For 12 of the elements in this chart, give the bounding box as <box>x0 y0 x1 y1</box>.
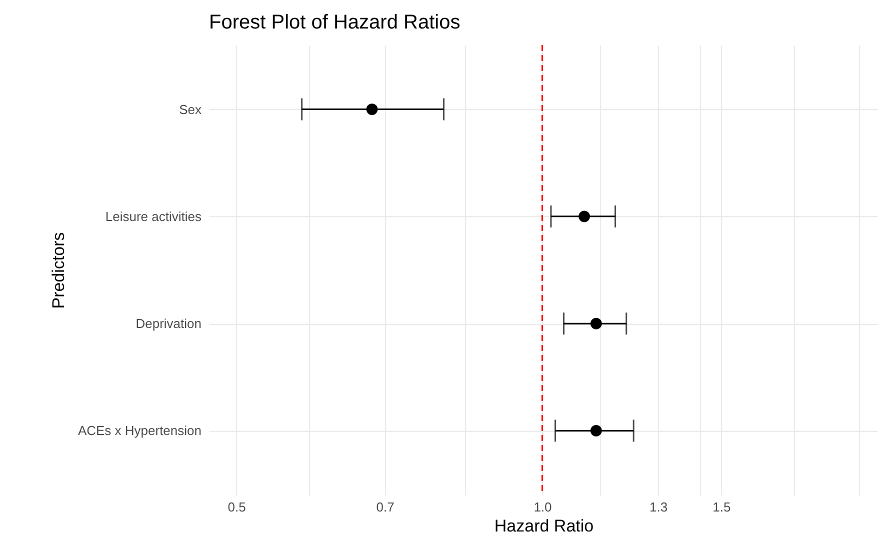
x-tick-label: 0.5 <box>228 500 246 514</box>
x-tick-label: 1.0 <box>534 500 552 514</box>
x-tick-label: 1.5 <box>712 500 731 514</box>
x-tick-label: 0.7 <box>376 500 394 514</box>
x-tick-label: 1.3 <box>649 500 668 514</box>
y-tick-label: Leisure activities <box>105 208 202 224</box>
y-tick-label: ACEs x Hypertension <box>78 423 202 438</box>
chart-title: Forest Plot of Hazard Ratios <box>209 11 460 34</box>
x-axis-title: Hazard Ratio <box>494 516 594 536</box>
y-axis-title: Predictors <box>48 232 68 309</box>
y-tick-label: Sex <box>179 102 202 117</box>
y-tick-label: Deprivation <box>136 316 202 332</box>
